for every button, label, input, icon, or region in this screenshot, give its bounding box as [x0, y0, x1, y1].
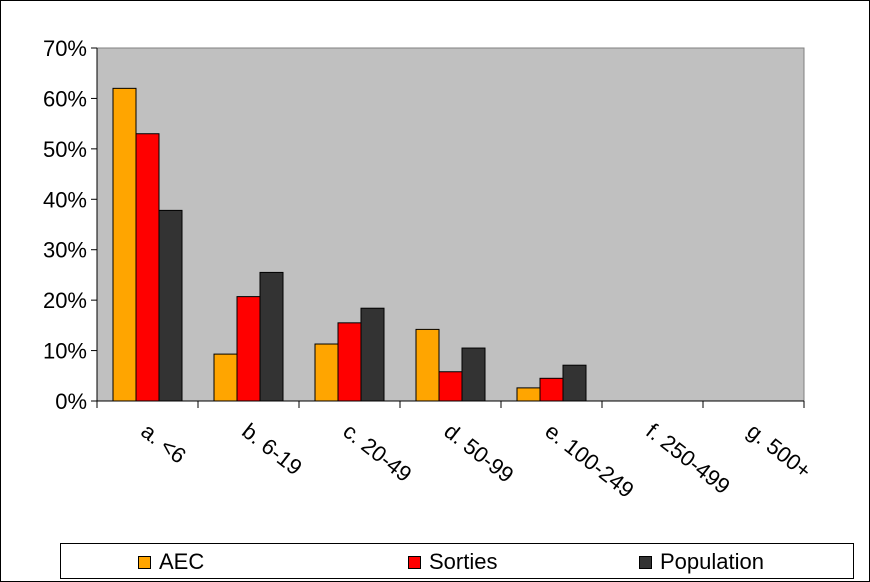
y-tick-label: 40% [43, 187, 87, 212]
bar-sorties-1 [236, 296, 261, 402]
legend-item-aec: AEC [138, 549, 205, 574]
legend-label-sorties: Sorties [429, 549, 498, 574]
plot-area [96, 47, 805, 402]
y-axis: 0% 10% 20% 30% 40% 50% 60% 70% [43, 36, 98, 414]
bar-sorties-4 [539, 377, 564, 402]
bar-aec-3 [415, 328, 440, 402]
legend-item-sorties: Sorties [408, 549, 498, 574]
x-tick-label: e. 100-249 [540, 418, 638, 502]
bar-aec-0 [112, 87, 137, 402]
y-tick-label: 20% [43, 288, 87, 313]
legend: AEC Sorties Population [60, 543, 854, 579]
legend-swatch-population [639, 555, 652, 569]
bar-aec-4 [516, 387, 541, 402]
y-tick-label: 10% [43, 339, 87, 364]
x-axis: a. <6 b. 6-19 c. 20-49 d. 50-99 e. 100-249 f.… [96, 400, 816, 503]
y-tick-label: 50% [43, 137, 87, 162]
bar-population-3 [461, 347, 486, 402]
y-tick-label: 0% [55, 389, 87, 414]
x-tick-label: c. 20-49 [338, 418, 416, 487]
x-tick-label: f. 250-499 [641, 418, 734, 499]
bar-population-2 [360, 307, 385, 402]
bars [112, 87, 587, 402]
bar-chart: 0% 10% 20% 30% 40% 50% 60% 70% a. <6 b. 6-19 c. 2… [43, 36, 816, 503]
x-tick-label: a. <6 [136, 418, 190, 468]
x-tick-label: d. 50-99 [439, 418, 518, 487]
bar-aec-1 [213, 353, 238, 402]
bar-sorties-2 [337, 322, 362, 402]
y-tick-label: 70% [43, 36, 87, 61]
legend-swatch-sorties [408, 555, 421, 569]
bar-sorties-0 [135, 133, 160, 402]
x-tick-label: b. 6-19 [237, 418, 306, 480]
bar-sorties-3 [438, 371, 463, 402]
bar-population-4 [562, 364, 587, 402]
bar-aec-2 [314, 343, 339, 402]
bar-population-1 [259, 271, 284, 402]
legend-label-aec: AEC [159, 549, 205, 574]
x-tick-label: g. 500+ [742, 418, 816, 483]
y-tick-label: 30% [43, 238, 87, 263]
bar-population-0 [158, 209, 183, 402]
legend-item-population: Population [639, 549, 764, 574]
legend-swatch-aec [138, 555, 151, 569]
legend-label-population: Population [660, 549, 764, 574]
y-tick-label: 60% [43, 86, 87, 111]
